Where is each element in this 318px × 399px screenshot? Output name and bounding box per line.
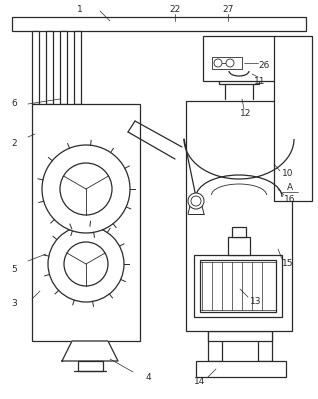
Bar (12, 17, 306, 31)
Bar (274, 36, 312, 201)
Text: 11: 11 (254, 77, 266, 85)
Circle shape (214, 59, 222, 67)
Circle shape (64, 242, 108, 286)
Text: 1: 1 (77, 4, 83, 14)
Bar (32, 31, 39, 104)
Text: 26: 26 (258, 61, 270, 71)
Bar (232, 227, 246, 237)
Text: 27: 27 (222, 4, 234, 14)
Circle shape (226, 59, 234, 67)
Text: 14: 14 (194, 377, 206, 387)
Bar (186, 101, 292, 331)
Bar (219, 76, 259, 84)
Text: 10: 10 (282, 170, 294, 178)
Polygon shape (62, 341, 118, 361)
Text: 3: 3 (11, 300, 17, 308)
Circle shape (188, 193, 204, 209)
Text: 4: 4 (145, 373, 151, 381)
Bar (229, 66, 249, 76)
Text: 2: 2 (11, 140, 17, 148)
Text: 12: 12 (240, 109, 252, 117)
Bar (212, 57, 242, 69)
Bar (60, 31, 67, 104)
Text: A: A (287, 182, 293, 192)
Circle shape (42, 145, 130, 233)
Bar (208, 331, 272, 341)
Bar (32, 104, 140, 341)
Bar (78, 361, 103, 371)
Text: 6: 6 (11, 99, 17, 109)
Circle shape (48, 226, 124, 302)
Bar (258, 319, 272, 361)
Circle shape (60, 163, 112, 215)
Bar (228, 237, 250, 255)
Bar (196, 361, 286, 377)
Text: 16: 16 (284, 194, 296, 203)
Bar (46, 31, 53, 104)
Circle shape (191, 196, 201, 206)
Text: 5: 5 (11, 265, 17, 273)
Text: 22: 22 (169, 4, 181, 14)
Bar (200, 260, 276, 312)
Bar (208, 319, 222, 361)
Text: 15: 15 (282, 259, 294, 269)
Bar (194, 255, 282, 317)
Bar (203, 36, 275, 81)
Text: 13: 13 (250, 296, 262, 306)
Bar (74, 31, 81, 104)
